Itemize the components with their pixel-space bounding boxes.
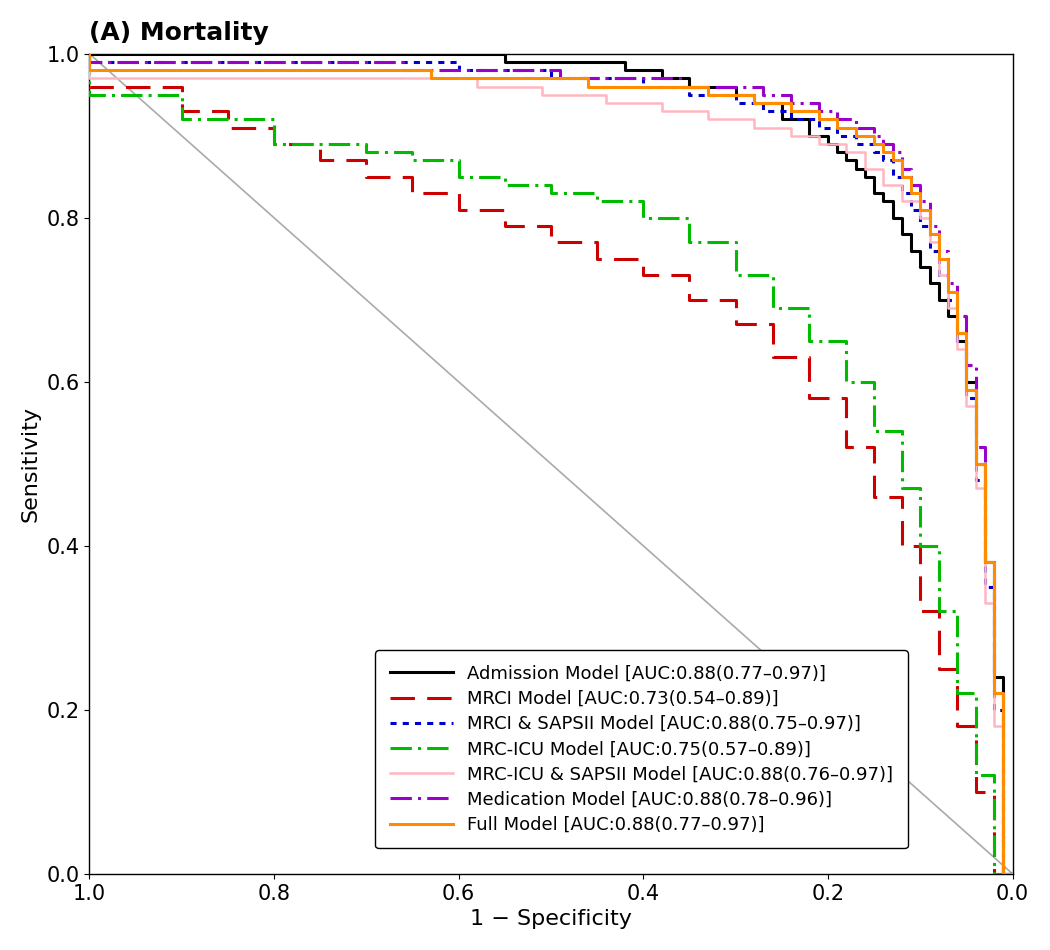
Legend: Admission Model [AUC:0.88(0.77–0.97)], MRCI Model [AUC:0.73(0.54–0.89)], MRCI & : Admission Model [AUC:0.88(0.77–0.97)], M… <box>375 650 908 848</box>
X-axis label: 1 − Specificity: 1 − Specificity <box>470 909 632 929</box>
Y-axis label: Sensitivity: Sensitivity <box>21 406 41 522</box>
Text: (A) Mortality: (A) Mortality <box>89 21 269 45</box>
